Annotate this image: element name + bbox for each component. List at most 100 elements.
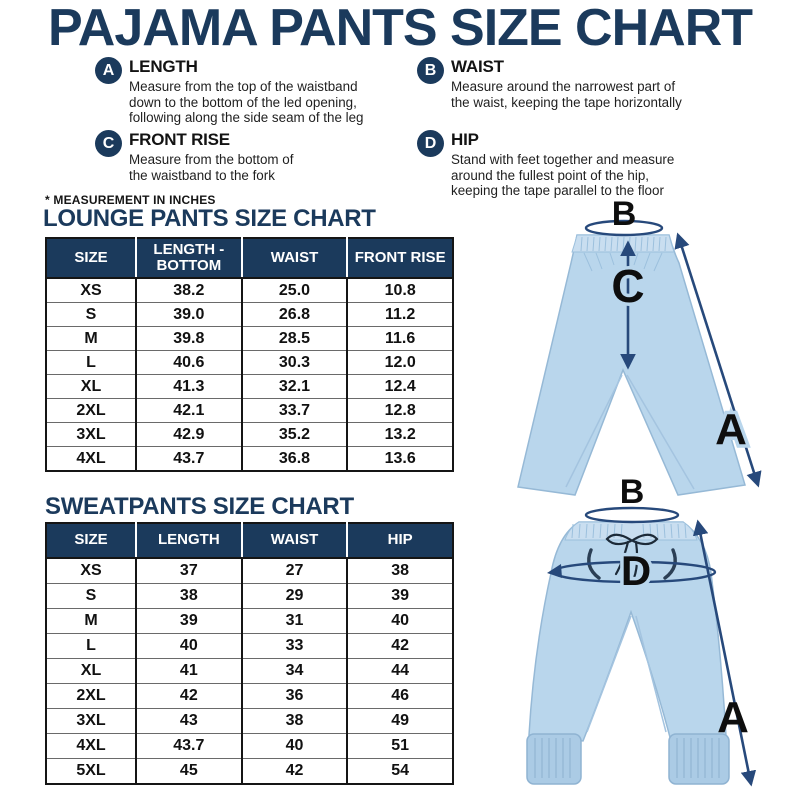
table-cell: 4XL bbox=[46, 446, 136, 471]
table-cell: 32.1 bbox=[240, 374, 348, 399]
table-row: L 40 33 42 bbox=[46, 633, 453, 659]
table-cell: 41 bbox=[135, 658, 242, 684]
table-cell: 51 bbox=[346, 733, 453, 759]
table-row: XS 38.2 25.0 10.8 bbox=[46, 278, 453, 303]
table-cell: 42 bbox=[135, 683, 242, 709]
sweatpants-table-title: SWEATPANTS SIZE CHART bbox=[45, 493, 354, 520]
table-row: 2XL 42 36 46 bbox=[46, 683, 453, 709]
table-cell: 46 bbox=[346, 683, 453, 709]
table-cell: 39 bbox=[346, 583, 453, 609]
definition-front-rise: C FRONT RISE Measure from the bottom of … bbox=[95, 130, 375, 183]
table-row: XL 41.3 32.1 12.4 bbox=[46, 374, 453, 399]
sweatpants-size-table: SIZE LENGTH WAIST HIP XS 37 27 38 S 38 29 39 M 39 31 40… bbox=[45, 522, 454, 785]
table-cell: 45 bbox=[135, 758, 242, 784]
table-cell: M bbox=[46, 608, 136, 634]
table-cell: 36 bbox=[240, 683, 348, 709]
label-waist-b: B bbox=[612, 195, 637, 233]
column-header: SIZE bbox=[46, 238, 136, 279]
table-cell: XS bbox=[80, 281, 102, 299]
column-header: LENGTH bbox=[135, 523, 242, 559]
table-cell: 10.8 bbox=[346, 278, 453, 303]
table-cell: 42.1 bbox=[135, 398, 242, 423]
definition-length: A LENGTH Measure from the top of the wai… bbox=[95, 57, 375, 125]
table-cell: 38 bbox=[240, 708, 348, 734]
header-row: SIZE LENGTH - BOTTOM WAIST FRONT RISE bbox=[46, 238, 453, 279]
left-leg-crease bbox=[565, 374, 623, 488]
right-pocket bbox=[663, 548, 677, 580]
column-header: SIZE bbox=[46, 523, 136, 559]
table-cell: 42 bbox=[240, 758, 348, 784]
table-cell: 43.7 bbox=[135, 733, 242, 759]
table-cell: 42.9 bbox=[135, 422, 242, 447]
table-cell: XS bbox=[80, 562, 102, 579]
page-title: PAJAMA PANTS SIZE CHART bbox=[47, 0, 753, 57]
table-cell: 5XL bbox=[46, 758, 136, 784]
waist-tape-ellipse bbox=[584, 219, 664, 237]
table-cell: 42 bbox=[346, 633, 453, 659]
definition-term-waist: WAIST bbox=[451, 57, 504, 76]
table-row: 2XL 42.1 33.7 12.8 bbox=[46, 398, 453, 423]
definition-desc-hip: Stand with feet together and measure aro… bbox=[451, 152, 675, 198]
hip-tape-arrowhead bbox=[547, 564, 562, 578]
table-cell: 26.8 bbox=[240, 302, 348, 327]
column-header: WAIST bbox=[240, 238, 348, 279]
definition-waist: B WAIST Measure around the narrowest par… bbox=[417, 57, 717, 110]
table-row: L 40.6 30.3 12.0 bbox=[46, 350, 453, 375]
table-cell: 49 bbox=[346, 708, 453, 734]
lounge-pants-illustration: B C A bbox=[517, 195, 762, 496]
table-row: S 39.0 26.8 11.2 bbox=[46, 302, 453, 327]
label-waist-b: B bbox=[620, 473, 645, 511]
table-row: 3XL 42.9 35.2 13.2 bbox=[46, 422, 453, 447]
table-cell: 28.5 bbox=[240, 326, 348, 351]
sweatpants-illustration: B D A bbox=[526, 473, 757, 787]
definition-term-front-rise: FRONT RISE bbox=[129, 130, 230, 149]
label-length-a: A bbox=[715, 405, 747, 454]
table-cell: 2XL bbox=[46, 398, 136, 423]
letter-badge-c: C bbox=[95, 130, 122, 157]
table-cell: 31 bbox=[240, 608, 348, 634]
table-row: 3XL 43 38 49 bbox=[46, 708, 453, 734]
definition-term-hip: HIP bbox=[451, 130, 479, 149]
column-header: HIP bbox=[346, 523, 453, 559]
table-cell: XL bbox=[46, 658, 136, 684]
length-arrow bbox=[692, 519, 757, 787]
table-cell: 36.8 bbox=[240, 446, 348, 471]
table-cell: S bbox=[46, 583, 136, 609]
table-cell: 13.6 bbox=[346, 446, 453, 471]
table-row: M 39.8 28.5 11.6 bbox=[46, 326, 453, 351]
table-cell: 11.6 bbox=[346, 326, 453, 351]
table-cell: 34 bbox=[240, 658, 348, 684]
table-row: S 38 29 39 bbox=[46, 583, 453, 609]
measurement-units-note: * MEASUREMENT IN INCHES bbox=[45, 193, 216, 207]
length-arrow bbox=[674, 232, 762, 488]
label-hip-d: D bbox=[621, 547, 651, 594]
table-cell: L bbox=[46, 350, 136, 375]
definition-term-length: LENGTH bbox=[129, 57, 198, 76]
table-cell: 4XL bbox=[46, 733, 136, 759]
table-cell: 54 bbox=[346, 758, 453, 784]
left-cuff bbox=[526, 733, 582, 785]
column-header: FRONT RISE bbox=[346, 238, 453, 279]
table-cell: 39.8 bbox=[135, 326, 242, 351]
table-cell: 12.4 bbox=[346, 374, 453, 399]
table-cell: 3XL bbox=[46, 708, 136, 734]
table-cell: 38 bbox=[135, 583, 242, 609]
lounge-table-title: LOUNGE PANTS SIZE CHART bbox=[43, 205, 376, 232]
letter-badge-a: A bbox=[95, 57, 122, 84]
table-cell: 40 bbox=[346, 608, 453, 634]
table-cell: 37 bbox=[135, 558, 242, 584]
table-cell: 12.0 bbox=[346, 350, 453, 375]
table-cell: 3XL bbox=[46, 422, 136, 447]
table-cell: 40.6 bbox=[135, 350, 242, 375]
table-cell: 39 bbox=[135, 608, 242, 634]
table-cell: 11.2 bbox=[346, 302, 453, 327]
table-cell: L bbox=[46, 633, 136, 659]
table-cell: 38.2 bbox=[135, 278, 242, 303]
table-cell: 40 bbox=[135, 633, 242, 659]
table-cell: 25.0 bbox=[240, 278, 348, 303]
drawstring bbox=[605, 533, 659, 580]
lounge-size-table: SIZE LENGTH - BOTTOM WAIST FRONT RISE XS 38.2… bbox=[45, 237, 454, 472]
column-header: WAIST bbox=[240, 523, 348, 559]
letter-badge-d: D bbox=[417, 130, 444, 157]
